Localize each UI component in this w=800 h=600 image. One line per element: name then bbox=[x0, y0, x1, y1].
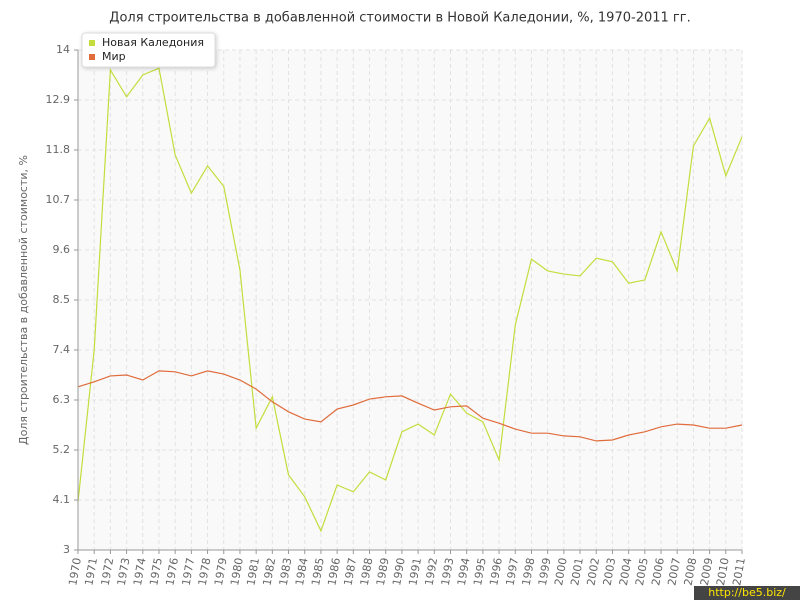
x-tick-label: 1998 bbox=[520, 557, 538, 587]
series-line bbox=[77, 67, 743, 533]
y-tick-label: 14 bbox=[56, 43, 70, 56]
y-tick-label: 8.5 bbox=[53, 293, 71, 306]
legend-swatch bbox=[89, 40, 95, 46]
x-tick-label: 1973 bbox=[115, 557, 133, 587]
x-tick-label: 1976 bbox=[163, 557, 181, 587]
legend-swatch bbox=[89, 54, 95, 60]
y-tick-label: 6.3 bbox=[53, 393, 71, 406]
x-tick-label: 1992 bbox=[423, 557, 441, 587]
x-tick-label: 1987 bbox=[342, 557, 360, 587]
x-tick-label: 1983 bbox=[277, 557, 295, 587]
x-tick-label: 2001 bbox=[568, 557, 586, 587]
y-tick-label: 4.1 bbox=[53, 493, 71, 506]
x-tick-label: 1978 bbox=[196, 557, 214, 587]
x-tick-label: 2000 bbox=[552, 557, 570, 587]
x-tick-label: 1982 bbox=[261, 557, 279, 587]
grid: 34.15.26.37.48.59.610.711.812.9141970197… bbox=[46, 43, 748, 587]
x-tick-label: 2006 bbox=[649, 557, 667, 587]
x-tick-label: 1981 bbox=[244, 557, 262, 587]
x-tick-label: 1975 bbox=[147, 557, 165, 587]
x-tick-label: 1993 bbox=[439, 557, 457, 587]
legend-label: Новая Каледония bbox=[102, 36, 204, 49]
x-tick-label: 2004 bbox=[617, 557, 635, 587]
chart-title: Доля строительства в добавленной стоимос… bbox=[109, 11, 690, 26]
x-tick-label: 1990 bbox=[390, 557, 408, 587]
x-tick-label: 1996 bbox=[487, 557, 505, 587]
x-tick-label: 1972 bbox=[99, 557, 117, 587]
x-tick-label: 2007 bbox=[665, 557, 683, 587]
x-tick-label: 1984 bbox=[293, 557, 311, 587]
x-tick-label: 2008 bbox=[682, 557, 700, 587]
series-line bbox=[77, 370, 743, 442]
x-tick-label: 2010 bbox=[714, 557, 732, 587]
y-tick-label: 10.7 bbox=[46, 193, 71, 206]
y-tick-label: 7.4 bbox=[53, 343, 71, 356]
x-tick-label: 1985 bbox=[309, 557, 327, 587]
x-tick-label: 1988 bbox=[358, 557, 376, 587]
x-tick-label: 1977 bbox=[180, 557, 198, 587]
x-tick-label: 1997 bbox=[504, 557, 522, 587]
x-tick-label: 2009 bbox=[698, 557, 716, 587]
y-tick-label: 12.9 bbox=[46, 93, 71, 106]
x-tick-label: 2003 bbox=[601, 557, 619, 587]
y-tick-label: 3 bbox=[63, 543, 70, 556]
x-tick-label: 1995 bbox=[471, 557, 489, 587]
x-tick-label: 1994 bbox=[455, 557, 473, 587]
x-tick-label: 1979 bbox=[212, 557, 230, 587]
watermark: http://be5.biz/ bbox=[708, 586, 786, 599]
x-tick-label: 1970 bbox=[66, 557, 84, 587]
watermark-bg bbox=[694, 586, 800, 600]
legend-box bbox=[81, 32, 216, 68]
x-tick-label: 1999 bbox=[536, 557, 554, 587]
x-tick-label: 1991 bbox=[406, 557, 424, 587]
y-tick-label: 9.6 bbox=[53, 243, 71, 256]
y-tick-label: 5.2 bbox=[53, 443, 71, 456]
x-tick-label: 2011 bbox=[730, 557, 748, 587]
y-axis-label: Доля строительства в добавленной стоимос… bbox=[17, 155, 30, 445]
x-tick-label: 1974 bbox=[131, 557, 149, 587]
legend-label: Мир bbox=[102, 50, 126, 63]
x-tick-label: 2002 bbox=[584, 557, 602, 587]
y-tick-label: 11.8 bbox=[46, 143, 71, 156]
x-tick-label: 1980 bbox=[228, 557, 246, 587]
lines bbox=[77, 67, 743, 533]
x-tick-label: 1989 bbox=[374, 557, 392, 587]
x-tick-label: 1986 bbox=[325, 557, 343, 587]
x-tick-label: 1971 bbox=[82, 557, 100, 587]
x-tick-label: 2005 bbox=[633, 557, 651, 587]
